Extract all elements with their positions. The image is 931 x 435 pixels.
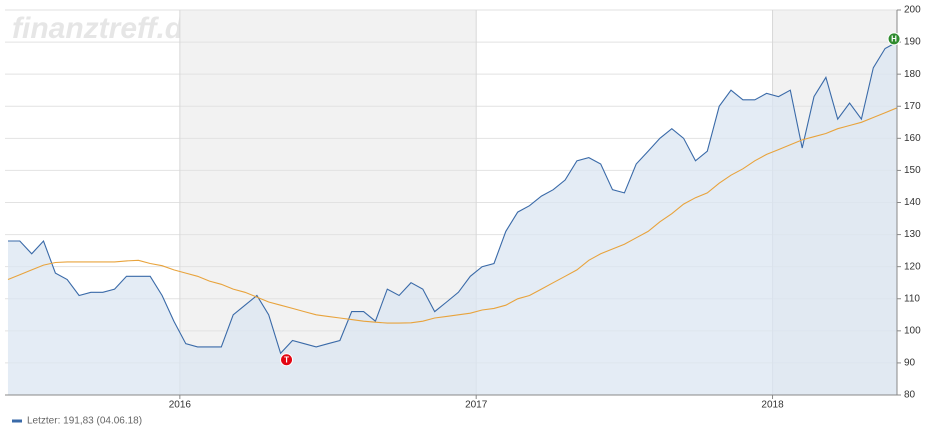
y-tick-label: 110 (904, 293, 920, 304)
y-tick-label: 130 (904, 229, 921, 240)
y-tick-label: 200 (904, 5, 921, 16)
y-tick-label: 170 (904, 101, 921, 112)
y-tick-label: 180 (904, 69, 921, 80)
annotation-marker (280, 353, 294, 367)
y-tick-label: 150 (904, 165, 921, 176)
watermark: finanztreff.de: (12, 12, 210, 45)
x-tick-label: 2016 (169, 400, 192, 411)
x-tick-label: 2017 (465, 400, 488, 411)
series-line (8, 41, 898, 355)
y-tick-label: 140 (904, 197, 921, 208)
x-tick-label: 2018 (761, 400, 784, 411)
y-tick-label: 160 (904, 133, 921, 144)
y-tick-label: 100 (904, 325, 921, 336)
annotation-label: H (891, 34, 897, 43)
y-tick-label: 190 (904, 37, 921, 48)
y-tick-label: 120 (904, 261, 921, 272)
price-area (7, 42, 898, 395)
annotation-label: T (284, 355, 289, 364)
y-tick-label: 80 (904, 390, 916, 401)
annotation-marker (887, 32, 901, 46)
y-tick-label: 90 (904, 358, 916, 369)
legend-text: Letzter: 191,83 (04.06.18) (27, 416, 142, 427)
series-line (7, 107, 898, 324)
